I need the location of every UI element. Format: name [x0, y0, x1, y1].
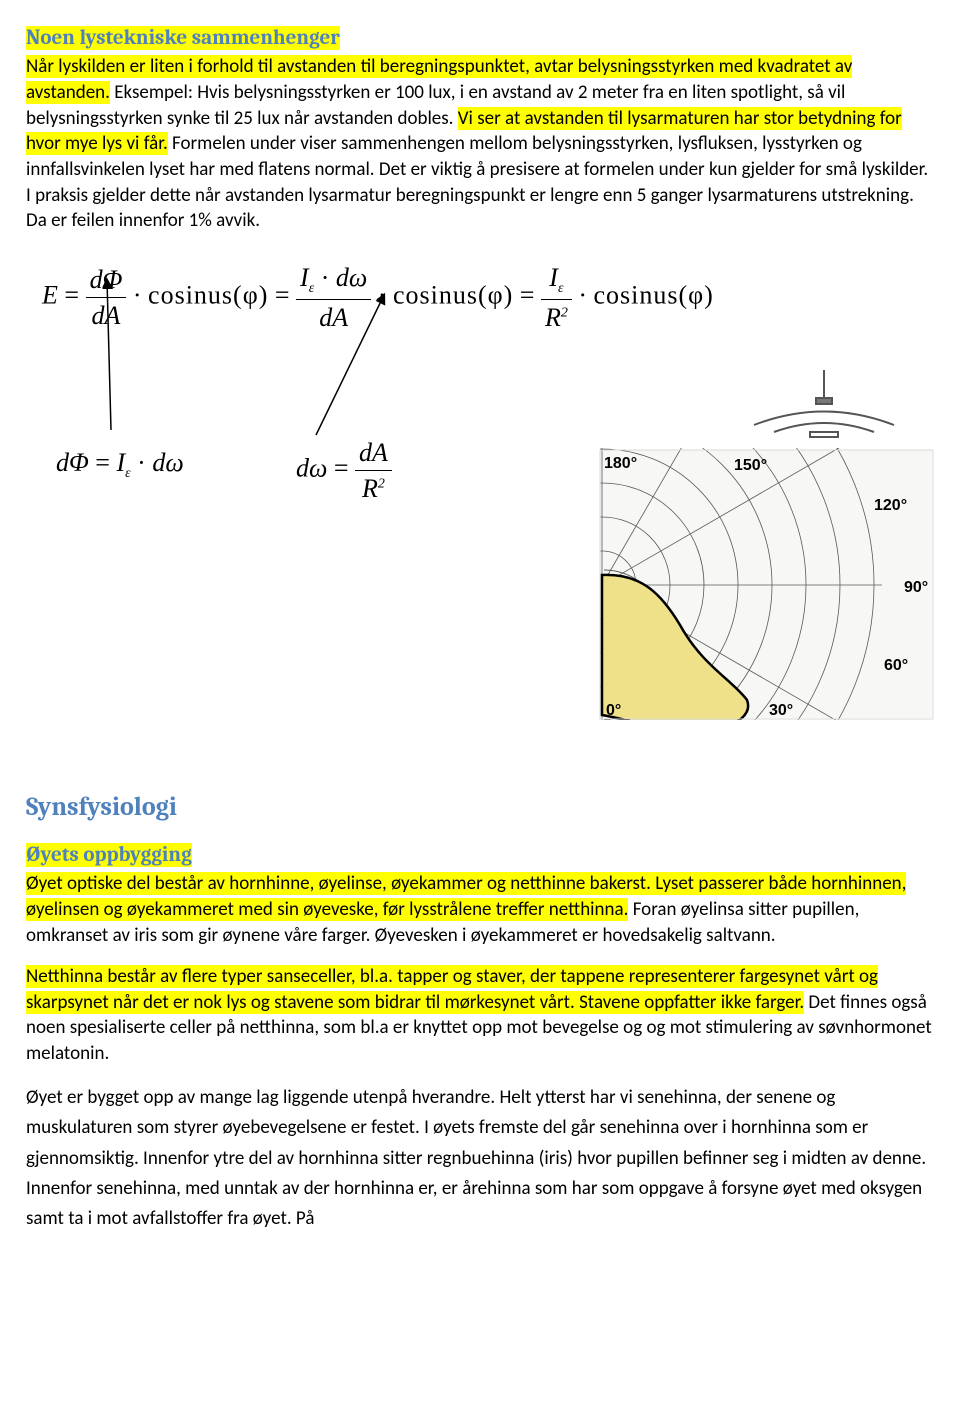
eq-sub1-dPhi: dΦ [56, 448, 89, 477]
eq-equals-1: = [64, 280, 79, 309]
angle-label-0: 0° [606, 702, 621, 719]
equation-sub-1: dΦ = Iε · dω [56, 445, 184, 484]
eq-dot-3: · [578, 280, 587, 309]
paragraph-2: Øyet optiske del består av hornhinne, øy… [26, 871, 934, 948]
section-heading-1: Noen lystekniske sammenhenger [26, 24, 934, 52]
section-heading-2: Synsfysiologi [26, 790, 934, 825]
angle-label-150: 150° [734, 457, 767, 474]
heading-3-text: Øyets oppbygging [26, 843, 192, 867]
polar-svg: 180° 150° 120° 90° 60° 30° 0° [584, 370, 934, 720]
polar-diagram: 180° 150° 120° 90° 60° 30° 0° [584, 370, 934, 720]
eq-cos-3: cosinus(φ) [594, 280, 714, 309]
eq-cos-1: cosinus(φ) [148, 280, 268, 309]
angle-label-90: 90° [904, 579, 928, 596]
paragraph-4: Øyet er bygget opp av mange lag liggende… [26, 1083, 934, 1235]
eq-frac-3: Iε R2 [541, 260, 572, 335]
angle-label-120: 120° [874, 497, 907, 514]
eq-R2: R2 [541, 299, 572, 335]
eq-equals-3: = [520, 280, 535, 309]
paragraph-1: Når lyskilden er liten i forhold til avs… [26, 54, 934, 233]
angle-label-60: 60° [884, 657, 908, 674]
eq-equals-2: = [275, 280, 290, 309]
eq-E: E [42, 280, 58, 309]
angle-label-30: 30° [769, 702, 793, 719]
equation-sub-2: dω = dA R2 [296, 435, 392, 506]
eq-cos-2: cosinus(φ) [393, 280, 513, 309]
section-heading-3: Øyets oppbygging [26, 841, 934, 869]
eq-Ieps: Iε [541, 260, 572, 299]
equation-block: E = dΦ dA · cosinus(φ) = Iε · dω dA · co… [26, 250, 934, 730]
arrow-1 [81, 275, 141, 435]
paragraph-3: Netthinna består av flere typer sansecel… [26, 964, 934, 1067]
angle-label-180: 180° [604, 455, 637, 472]
heading-1-text: Noen lystekniske sammenhenger [26, 26, 340, 50]
p3-highlight-1: Netthinna består av flere typer sansecel… [26, 965, 878, 1014]
arrow-2 [306, 290, 406, 440]
